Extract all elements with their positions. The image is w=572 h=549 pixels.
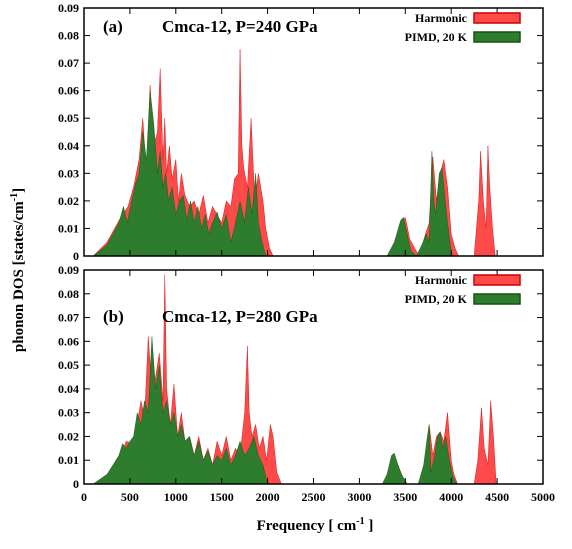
y-tick-label: 0.06 [58, 334, 79, 348]
y-tick-label: 0.07 [58, 311, 79, 325]
legend: Harmonic PIMD, 20 K [405, 273, 521, 306]
panel-b: 0 0.01 0.02 0.03 0.04 0.05 0.06 0.07 0.08 0.09 0 50… [58, 263, 555, 504]
panel-title: Cmca-12, P=240 GPa [162, 17, 318, 36]
y-tick-label: 0.07 [58, 56, 79, 70]
legend: Harmonic PIMD, 20 K [405, 11, 521, 44]
legend-entry-label: Harmonic [415, 273, 468, 287]
x-tick-label: 5000 [531, 490, 555, 504]
y-tick-label: 0.05 [58, 358, 79, 372]
x-tick-label: 4000 [439, 490, 463, 504]
y-tick-label: 0.08 [58, 287, 79, 301]
x-tick-label: 4500 [485, 490, 509, 504]
x-tick-label: 3500 [393, 490, 417, 504]
panel-label: (b) [103, 307, 124, 326]
legend-swatch-pimd [473, 31, 521, 43]
y-tick-label: 0.03 [58, 166, 79, 180]
panel-label: (a) [103, 17, 123, 36]
y-tick-label: 0 [73, 477, 79, 491]
legend-swatch-harmonic [473, 12, 521, 24]
y-tick-label: 0 [73, 249, 79, 263]
legend-entry-label: PIMD, 20 K [405, 292, 468, 306]
x-tick-label: 1500 [210, 490, 234, 504]
panel-a: 0 0.01 0.02 0.03 0.04 0.05 0.06 0.07 0.08 0.09 (a)… [58, 1, 544, 263]
x-tick-label: 0 [81, 490, 87, 504]
y-axis-label: phonon DOS [states/cm-1] [9, 188, 27, 352]
y-tick-label: 0.09 [58, 263, 79, 277]
y-tick-label: 0.01 [58, 221, 79, 235]
y-tick-label: 0.02 [58, 194, 79, 208]
y-tick-label: 0.01 [58, 453, 79, 467]
y-tick-label: 0.05 [58, 111, 79, 125]
legend-entry-label: PIMD, 20 K [405, 30, 468, 44]
legend-swatch-pimd [473, 293, 521, 305]
y-tick-label: 0.04 [58, 382, 79, 396]
legend-swatch-harmonic [473, 274, 521, 286]
x-axis-label: Frequency [ cm-1 ] [257, 516, 374, 534]
series-area-harmonic [92, 49, 496, 256]
x-tick-label: 1000 [164, 490, 188, 504]
y-tick-label: 0.09 [58, 1, 79, 15]
x-tick-label: 500 [121, 490, 139, 504]
y-tick-label: 0.03 [58, 406, 79, 420]
x-tick-label: 3000 [347, 490, 371, 504]
y-tick-label: 0.02 [58, 429, 79, 443]
y-tick-label: 0.08 [58, 29, 79, 43]
legend-entry-label: Harmonic [415, 11, 468, 25]
y-tick-label: 0.04 [58, 139, 79, 153]
x-tick-label: 2500 [302, 490, 326, 504]
x-tick-label: 2000 [256, 490, 280, 504]
panel-title: Cmca-12, P=280 GPa [162, 307, 318, 326]
series-area-pimd [92, 90, 453, 256]
series-area-pimd [92, 336, 457, 484]
y-tick-label: 0.06 [58, 84, 79, 98]
